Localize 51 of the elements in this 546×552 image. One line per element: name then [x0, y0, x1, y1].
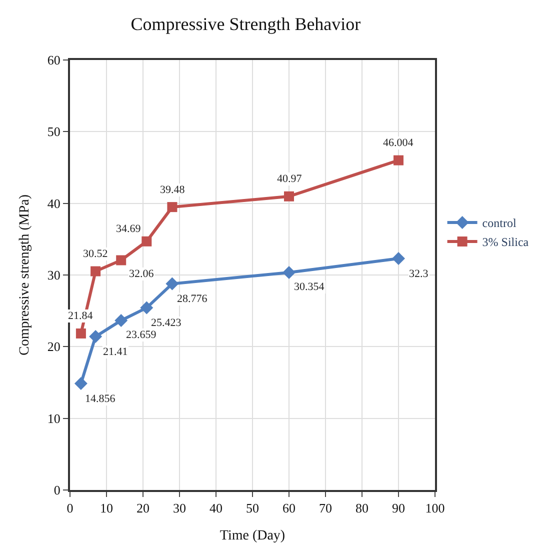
point — [392, 252, 405, 266]
data-label: 14.856 — [85, 393, 116, 405]
chart-title: Compressive Strength Behavior — [130, 14, 361, 34]
data-label: 28.776 — [177, 293, 208, 305]
x-tick-label: 70 — [319, 500, 332, 516]
x-tick-label: 0 — [66, 500, 74, 516]
data-label: 23.659 — [126, 329, 157, 341]
point — [76, 328, 86, 338]
point — [166, 277, 179, 290]
legend-label: 3% Silica — [482, 235, 530, 250]
point — [282, 266, 296, 279]
y-tick-label: 0 — [54, 482, 60, 498]
point — [114, 314, 128, 327]
y-tick-label: 50 — [47, 124, 60, 140]
point — [394, 155, 404, 166]
x-tick-label: 40 — [210, 500, 222, 516]
point — [140, 301, 154, 314]
x-tick-label: 60 — [282, 500, 296, 516]
point — [116, 255, 126, 266]
y-tick-label: 10 — [47, 410, 60, 426]
point — [90, 266, 101, 276]
data-label: 39.48 — [160, 184, 186, 196]
point — [89, 330, 102, 344]
y-axis-title: Compressive strength (MPa) — [18, 194, 32, 356]
x-tick-label: 30 — [173, 500, 186, 516]
data-label: 25.423 — [151, 317, 182, 329]
legend-label: control — [482, 216, 517, 230]
y-tick-label: 20 — [47, 339, 60, 354]
data-label: 30.52 — [83, 248, 108, 260]
y-tick-label: 60 — [47, 52, 60, 68]
x-tick-label: 100 — [425, 500, 445, 516]
point — [167, 202, 178, 212]
y-tick-label: 40 — [47, 196, 60, 211]
data-label: 46.004 — [383, 137, 414, 149]
data-label: 32.3 — [409, 268, 429, 280]
point — [74, 377, 88, 390]
data-label: 21.41 — [103, 346, 128, 358]
data-label: 34.69 — [116, 223, 142, 235]
data-label: 21.84 — [68, 310, 94, 322]
data-label: 32.06 — [129, 268, 154, 280]
point — [142, 236, 152, 246]
data-label: 30.354 — [294, 281, 325, 293]
y-tick-label: 30 — [47, 268, 60, 283]
x-tick-label: 80 — [356, 500, 368, 516]
x-axis-title: Time (Day) — [220, 528, 286, 544]
x-tick-label: 10 — [100, 500, 113, 516]
data-label: 40.97 — [277, 173, 302, 185]
x-tick-label: 50 — [246, 500, 259, 516]
x-tick-label: 20 — [136, 500, 150, 516]
point — [284, 191, 294, 202]
x-tick-label: 90 — [392, 500, 405, 516]
